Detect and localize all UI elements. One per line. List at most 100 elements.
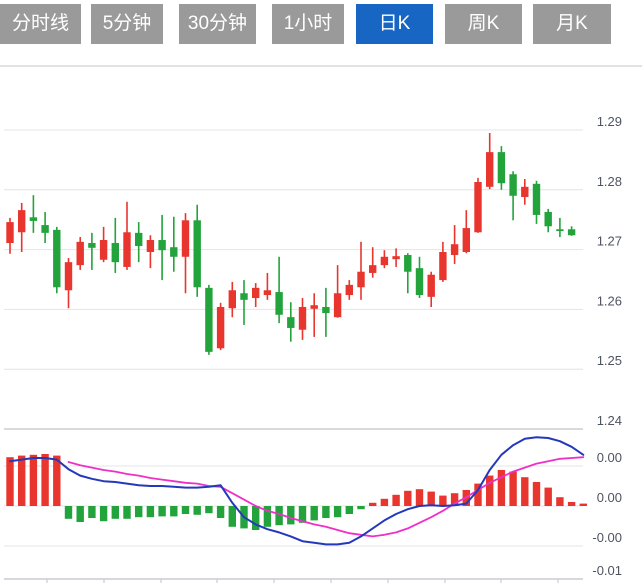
dea-line (67, 456, 585, 538)
candle-body (556, 229, 564, 232)
candle-body (298, 307, 307, 330)
timeframe-tab-bar: 分时线 5分钟 30分钟 1小时 日K 周K 月K (0, 4, 611, 44)
tab-30min[interactable]: 30分钟 (179, 4, 256, 44)
macd-hist-bar (18, 455, 26, 506)
macd-hist-bar (486, 475, 494, 506)
candle-body (532, 183, 541, 215)
candle-body (88, 243, 96, 248)
tab-monthly-k[interactable]: 月K (533, 4, 611, 44)
candle-body (322, 307, 330, 313)
macd-hist-bar (333, 506, 342, 518)
candle-body (123, 232, 131, 267)
candle-body (18, 210, 26, 233)
candle-body (439, 251, 447, 281)
candle-body (310, 305, 318, 309)
macd-axis-label: -0.00 (592, 530, 622, 545)
dif-line (9, 436, 585, 546)
tab-1hour[interactable]: 1小时 (272, 4, 344, 44)
macd-hist-bar (135, 506, 143, 518)
price-axis-label: 1.27 (597, 234, 622, 249)
candle-body (380, 256, 389, 266)
price-axis-label: 1.25 (597, 353, 622, 368)
macd-hist-bar (380, 498, 389, 506)
candle-body (216, 307, 225, 349)
macd-hist-bar (123, 506, 131, 519)
macd-hist-bar (415, 489, 424, 506)
macd-hist-bar (509, 471, 517, 506)
macd-hist-bar (111, 506, 119, 519)
price-axis-label: 1.24 (597, 413, 622, 428)
candle-body (41, 225, 49, 233)
candle-body (474, 182, 482, 233)
candle-body (158, 240, 166, 251)
macd-hist-bar (579, 503, 587, 506)
candle-body (146, 240, 155, 252)
candle-body (497, 152, 506, 184)
macd-hist-bar (298, 506, 307, 523)
macd-hist-bar (275, 506, 283, 526)
candle-body (333, 293, 342, 318)
candle-body (369, 265, 377, 273)
macd-hist-bar (544, 487, 552, 506)
candle-body (544, 211, 552, 227)
candle-body (404, 254, 412, 272)
macd-hist-bar (158, 506, 166, 517)
candle-body (252, 287, 260, 299)
macd-hist-bar (567, 502, 576, 506)
candle-body (357, 271, 365, 288)
candle-body (427, 274, 435, 297)
candle-body (450, 244, 459, 255)
candle-body (567, 229, 576, 236)
macd-hist-bar (181, 506, 190, 514)
tab-5min[interactable]: 5分钟 (91, 4, 163, 44)
candle-body (415, 268, 424, 296)
candle-body (486, 152, 494, 187)
candle-body (275, 292, 283, 315)
macd-hist-bar (41, 454, 49, 506)
macd-hist-bar (521, 477, 529, 506)
macd-hist-bar (99, 506, 108, 522)
candle-body (287, 317, 295, 328)
price-axis-label: 1.28 (597, 174, 622, 189)
candle-body (392, 256, 400, 260)
macd-hist-bar (216, 506, 225, 518)
macd-hist-bar (88, 506, 96, 518)
candle-body (99, 240, 108, 260)
candle-body (29, 217, 38, 221)
macd-hist-bar (345, 506, 353, 514)
candle-body (345, 284, 353, 296)
candle-body (111, 243, 119, 263)
candle-body (228, 290, 236, 309)
candle-body (193, 220, 201, 288)
candle-body (53, 229, 61, 288)
tab-daily-k[interactable]: 日K (356, 4, 433, 44)
macd-hist-bar (532, 482, 541, 506)
candle-body (263, 290, 272, 296)
macd-hist-bar (76, 506, 84, 522)
macd-hist-bar (369, 502, 377, 506)
macd-hist-bar (556, 497, 564, 506)
macd-hist-bar (263, 506, 272, 527)
macd-hist-bar (29, 454, 38, 506)
tab-timeline[interactable]: 分时线 (0, 4, 81, 44)
macd-hist-bar (450, 493, 459, 506)
macd-axis-label: -0.01 (592, 563, 622, 578)
macd-hist-bar (497, 470, 506, 506)
macd-hist-bar (146, 506, 155, 518)
tab-weekly-k[interactable]: 周K (445, 4, 522, 44)
candle-body (135, 232, 143, 247)
candle-body (240, 293, 248, 300)
price-axis-label: 1.29 (597, 114, 622, 129)
macd-hist-bar (170, 506, 178, 517)
candle-body (462, 228, 470, 252)
macd-hist-bar (322, 506, 330, 518)
macd-hist-bar (64, 506, 73, 519)
macd-hist-bar (53, 455, 61, 506)
candle-body (181, 220, 190, 257)
candle-body (170, 247, 178, 257)
macd-hist-bar (392, 494, 400, 506)
candle-body (205, 287, 213, 352)
macd-hist-bar (228, 506, 236, 527)
macd-hist-bar (310, 506, 318, 521)
